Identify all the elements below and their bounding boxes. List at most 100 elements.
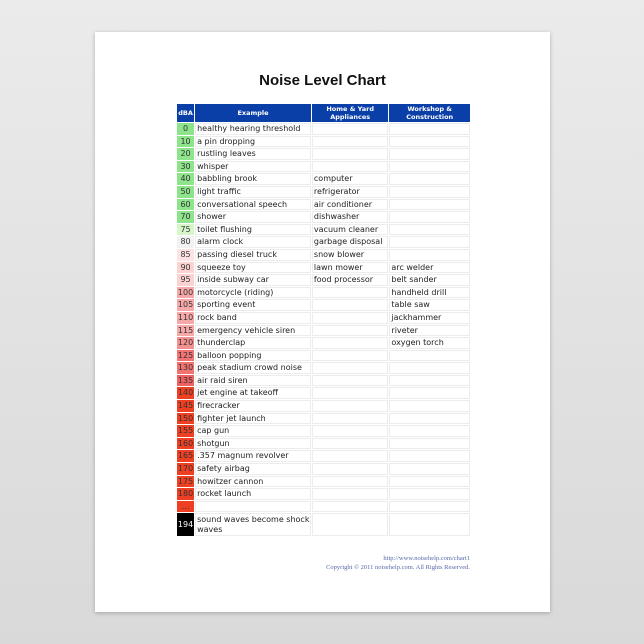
dba-cell: 170: [177, 463, 195, 475]
table-row: 30 whisper: [177, 160, 470, 173]
example-cell: alarm clock: [195, 236, 311, 248]
dba-cell: 115: [177, 324, 195, 337]
example-cell: squeeze toy: [195, 262, 311, 274]
dba-cell: 95: [177, 274, 195, 286]
home-appliance-cell: vacuum cleaner: [312, 224, 389, 236]
workshop-cell: [389, 236, 470, 248]
home-appliance-cell: [312, 413, 389, 425]
dba-cell: 80: [177, 236, 195, 248]
dba-cell: 30: [177, 160, 195, 173]
workshop-cell: belt sander: [389, 274, 470, 286]
workshop-cell: jackhammer: [389, 312, 470, 324]
table-row: 0 healthy hearing threshold: [177, 123, 470, 135]
table-row: 50 light traffic refrigerator: [177, 185, 470, 198]
dba-cell: 155: [177, 425, 195, 437]
table-row: 85 passing diesel truck snow blower: [177, 248, 470, 261]
table-row: 60 conversational speech air conditioner: [177, 198, 470, 211]
home-appliance-cell: [312, 387, 389, 399]
home-appliance-cell: [312, 513, 389, 536]
dba-cell: 90: [177, 261, 195, 274]
home-appliance-cell: [312, 501, 389, 513]
example-cell: air raid siren: [195, 375, 311, 387]
dba-cell: 160: [177, 437, 195, 450]
example-cell: howitzer cannon: [195, 476, 311, 488]
example-cell: conversational speech: [195, 199, 311, 211]
home-appliance-cell: [312, 312, 389, 324]
home-appliance-cell: [312, 463, 389, 475]
table-row: 120 thunderclap oxygen torch: [177, 337, 470, 349]
home-appliance-cell: [312, 375, 389, 387]
home-appliance-cell: [312, 438, 389, 450]
workshop-cell: [389, 123, 470, 135]
workshop-cell: [389, 362, 470, 374]
dba-cell: 194: [177, 513, 195, 537]
home-appliance-cell: [312, 362, 389, 374]
table-row: 130 peak stadium crowd noise: [177, 362, 470, 374]
workshop-cell: [389, 224, 470, 236]
home-appliance-cell: [312, 488, 389, 500]
example-cell: jet engine at takeoff: [195, 387, 311, 399]
workshop-cell: [389, 199, 470, 211]
table-row: 194 sound waves become shock waves: [177, 513, 470, 537]
workshop-cell: [389, 476, 470, 488]
table-row: 105 sporting event table saw: [177, 299, 470, 311]
dba-cell: 135: [177, 374, 195, 387]
dba-cell: 150: [177, 412, 195, 425]
example-cell: shower: [195, 211, 311, 223]
dba-cell: 40: [177, 173, 195, 185]
example-cell: firecracker: [195, 400, 311, 412]
dba-cell: 105: [177, 299, 195, 311]
example-cell: toilet flushing: [195, 224, 311, 236]
table-row: 140 jet engine at takeoff: [177, 387, 470, 400]
example-cell: passing diesel truck: [195, 249, 311, 261]
table-row: 75 toilet flushing vacuum cleaner: [177, 223, 470, 236]
workshop-cell: [389, 450, 470, 462]
example-cell: rustling leaves: [195, 148, 311, 160]
home-appliance-cell: [312, 400, 389, 412]
example-cell: a pin dropping: [195, 136, 311, 148]
dba-cell: 175: [177, 475, 195, 488]
dba-cell: 60: [177, 198, 195, 211]
example-cell: emergency vehicle siren: [195, 325, 311, 337]
footer-url[interactable]: http://www.noisehelp.com/chart1: [383, 555, 470, 562]
workshop-cell: [389, 136, 470, 148]
dba-cell: 0: [177, 123, 195, 135]
dba-cell: 20: [177, 148, 195, 160]
home-appliance-cell: lawn mower: [312, 262, 389, 274]
home-appliance-cell: food processor: [312, 274, 389, 286]
table-row: 145 firecracker: [177, 400, 470, 412]
workshop-cell: [389, 161, 470, 173]
header-workshop: Workshop & Construction: [389, 104, 470, 122]
example-cell: sporting event: [195, 299, 311, 311]
workshop-cell: [389, 186, 470, 198]
example-cell: cap gun: [195, 425, 311, 437]
dba-cell: 75: [177, 223, 195, 236]
example-cell: inside subway car: [195, 274, 311, 286]
dba-cell: 140: [177, 387, 195, 400]
footer: http://www.noisehelp.com/chart1 Copyrigh…: [326, 554, 470, 572]
workshop-cell: [389, 400, 470, 412]
table-row: 180 rocket launch: [177, 488, 470, 500]
header-example: Example: [195, 104, 311, 122]
dba-cell: 70: [177, 211, 195, 223]
noise-level-table: dBA Example Home & Yard Appliances Works…: [176, 103, 471, 537]
example-cell: sound waves become shock waves: [195, 513, 311, 536]
table-row: 165.357 magnum revolver: [177, 450, 470, 463]
home-appliance-cell: [312, 425, 389, 437]
dba-cell: 125: [177, 349, 195, 362]
workshop-cell: arc welder: [389, 262, 470, 274]
workshop-cell: [389, 211, 470, 223]
table-row: 160 shotgun: [177, 437, 470, 450]
example-cell: whisper: [195, 161, 311, 173]
dba-cell: 130: [177, 362, 195, 374]
home-appliance-cell: [312, 337, 389, 349]
example-cell: [195, 501, 311, 513]
home-appliance-cell: [312, 299, 389, 311]
dba-cell: 165: [177, 450, 195, 463]
header-home-yard: Home & Yard Appliances: [311, 104, 389, 122]
table-row: 115 emergency vehicle siren riveter: [177, 324, 470, 337]
workshop-cell: [389, 173, 470, 185]
workshop-cell: [389, 513, 470, 536]
example-cell: healthy hearing threshold: [195, 123, 311, 135]
workshop-cell: [389, 249, 470, 261]
